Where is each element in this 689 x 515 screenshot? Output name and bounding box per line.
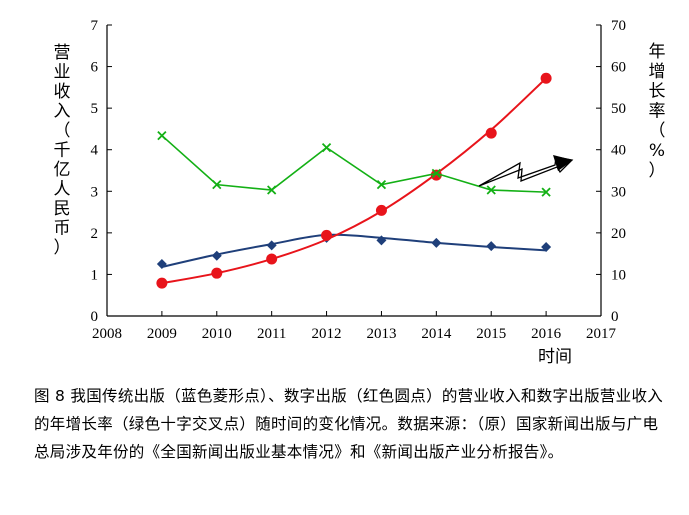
chart-ticks: 2008 2009 2010 2011 2012 2013 2014 2015 2016 2017… <box>91 18 627 342</box>
circle-point <box>156 277 168 289</box>
diamond-point <box>486 241 497 252</box>
diamond-point <box>156 259 167 270</box>
x-point-stroke <box>157 130 167 141</box>
circle-point <box>211 267 223 279</box>
x-tick-label: 2017 <box>586 326 617 342</box>
chart: 2008 2009 2010 2011 2012 2013 2014 2015 2016 2017… <box>54 18 666 367</box>
y-left-tick-label: 4 <box>91 143 99 159</box>
chart-axes <box>106 25 602 317</box>
series-x <box>157 130 551 197</box>
circle-point <box>266 253 278 265</box>
trend-arrow <box>478 155 574 187</box>
x-point <box>376 179 387 190</box>
diamond-point <box>266 240 277 251</box>
x-point <box>541 187 551 197</box>
y-right-tick-label: 0 <box>611 309 619 325</box>
circle-point <box>321 229 333 241</box>
y-left-tick-label: 3 <box>91 184 99 200</box>
y-right-tick-label: 30 <box>611 184 626 200</box>
x-tick-label: 2013 <box>366 326 396 342</box>
circle-point <box>540 72 552 84</box>
x-tick-label: 2016 <box>531 326 562 342</box>
diamond-point <box>376 235 387 246</box>
x-tick-label: 2015 <box>476 326 506 342</box>
y-left-tick-label: 6 <box>91 60 99 76</box>
diamond-point <box>541 241 552 252</box>
x-tick-label: 2009 <box>147 326 177 342</box>
x-point <box>431 168 441 179</box>
x-point-stroke <box>541 187 551 197</box>
series-diamond <box>156 232 552 270</box>
chart-series <box>156 72 552 289</box>
x-axis-title: 时间 <box>538 347 572 367</box>
circle-point <box>485 127 497 139</box>
x-tick-label: 2010 <box>202 326 232 342</box>
y-right-tick-label: 70 <box>611 18 626 34</box>
x-point <box>321 142 332 153</box>
x-point-stroke <box>321 142 332 153</box>
x-point <box>157 130 167 141</box>
x-tick-label: 2008 <box>92 326 122 342</box>
x-point-stroke <box>431 168 441 179</box>
y-right-tick-label: 40 <box>611 143 626 159</box>
y-right-tick-label: 10 <box>611 267 626 283</box>
x-tick-label: 2012 <box>312 326 342 342</box>
series-circle <box>156 72 552 289</box>
x-point <box>267 185 277 195</box>
series-fit-line <box>161 233 547 268</box>
figure-caption: 图 8 我国传统出版（蓝色菱形点）、数字出版（红色圆点）的营业收入和数字出版营业… <box>34 387 664 461</box>
y-right-tick-label: 50 <box>611 101 626 117</box>
y-axis-right-title: 年增长率（%） <box>649 42 666 181</box>
y-left-tick-label: 0 <box>91 309 99 325</box>
arrow-head-icon <box>553 155 573 171</box>
x-point-stroke <box>486 185 496 195</box>
x-tick-label: 2011 <box>257 326 286 342</box>
x-point <box>486 185 496 195</box>
y-left-tick-label: 5 <box>91 101 99 117</box>
series-line <box>161 134 547 193</box>
y-left-tick-label: 7 <box>91 18 99 34</box>
x-point-stroke <box>376 179 387 190</box>
y-left-tick-label: 2 <box>91 226 99 242</box>
x-tick-label: 2014 <box>421 326 452 342</box>
y-right-tick-label: 20 <box>611 226 626 242</box>
y-axis-left-title: 营业收入（千亿人民币） <box>54 43 71 258</box>
y-left-tick-label: 1 <box>91 267 99 283</box>
circle-point <box>430 169 442 181</box>
circle-point <box>375 204 387 216</box>
diamond-point <box>211 250 222 261</box>
x-point <box>212 179 222 190</box>
x-point-stroke <box>267 185 277 195</box>
diamond-point <box>431 237 442 248</box>
y-right-tick-label: 60 <box>611 60 626 76</box>
x-point-stroke <box>212 179 222 190</box>
